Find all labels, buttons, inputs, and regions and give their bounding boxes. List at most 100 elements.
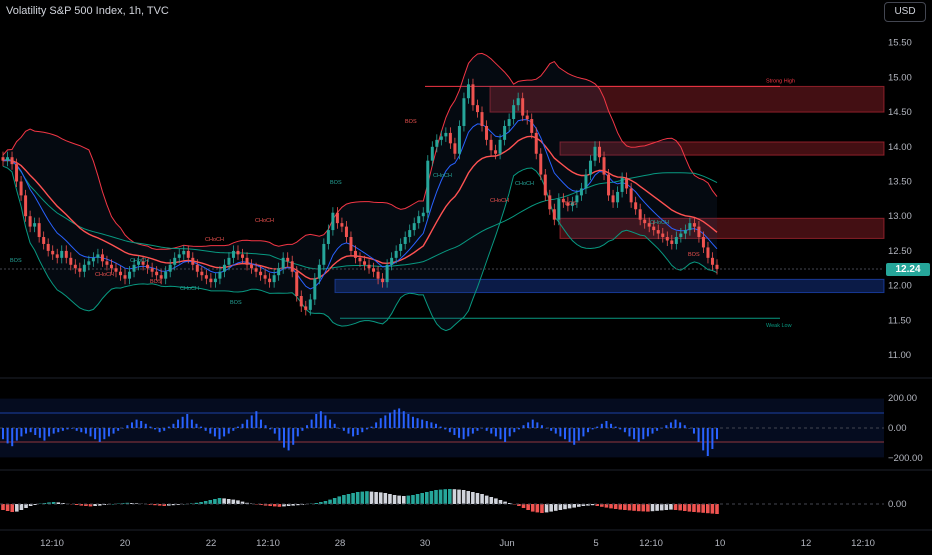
osc-bar (154, 428, 156, 429)
x-tick-label: Jun (499, 538, 514, 549)
candle-body (200, 272, 203, 275)
candle-body (494, 150, 497, 153)
osc2-bar (75, 504, 79, 505)
x-tick-label: 12:10 (851, 538, 875, 549)
osc-bar (191, 420, 193, 428)
candle-body (259, 272, 262, 275)
structure-label: BOS (565, 201, 577, 207)
candle-body (15, 164, 18, 181)
structure-label: CHoCH (650, 220, 669, 226)
osc-bar (523, 425, 525, 428)
candle-body (553, 209, 556, 219)
candle-body (291, 261, 294, 271)
candle-body (557, 199, 560, 220)
osc-bar (7, 428, 9, 443)
x-tick-label: 12 (801, 538, 812, 549)
candle-body (47, 244, 50, 251)
candle-body (625, 178, 628, 188)
osc-bar (242, 424, 244, 428)
osc2-bar (711, 504, 715, 514)
candle-body (340, 223, 343, 226)
candle-body (155, 272, 158, 275)
osc2-bar (384, 493, 388, 504)
x-tick-label: 12:10 (40, 538, 64, 549)
osc2-bar (618, 504, 622, 510)
osc-bar (435, 424, 437, 428)
osc2-bar (697, 504, 701, 512)
osc2-bar (632, 504, 636, 511)
osc-bar (688, 428, 690, 429)
candle-body (83, 265, 86, 272)
osc2-bar (425, 492, 429, 504)
candle-body (422, 213, 425, 216)
candle-body (702, 237, 705, 247)
currency-button[interactable]: USD (884, 2, 926, 22)
osc2-bar (15, 504, 19, 512)
osc-bar (605, 421, 607, 428)
candle-body (60, 251, 63, 258)
osc-bar (288, 428, 290, 450)
candle-body (273, 275, 276, 282)
osc2-bar (540, 504, 544, 513)
osc-bar (476, 428, 478, 431)
candle-body (688, 223, 691, 230)
osc2-bar (236, 500, 240, 504)
candle-body (92, 258, 95, 261)
osc2-bar (457, 490, 461, 504)
osc2-bar (688, 504, 692, 512)
candle-body (349, 237, 352, 251)
osc-bar (48, 428, 50, 436)
osc-bar (638, 428, 640, 442)
osc-bar (283, 428, 285, 448)
osc2-bar (545, 504, 549, 512)
candle-body (87, 261, 90, 264)
candle-body (322, 244, 325, 265)
candle-body (318, 265, 321, 279)
osc-bar (619, 428, 621, 429)
candle-body (467, 84, 470, 98)
osc2-bar (443, 489, 447, 504)
osc-bar (398, 408, 400, 428)
candle-body (78, 268, 81, 271)
osc-bar (578, 428, 580, 441)
candle-body (490, 140, 493, 150)
candle-body (607, 175, 610, 196)
osc-bar (140, 421, 142, 428)
osc-bar (347, 428, 349, 434)
osc-bar (265, 425, 267, 428)
osc-bar (214, 428, 216, 436)
osc2-bar (669, 504, 673, 510)
structure-label: CHoCH (433, 173, 452, 179)
osc-bar (647, 428, 649, 436)
candle-body (521, 98, 524, 115)
candle-body (706, 247, 709, 257)
osc2-bar (6, 504, 10, 511)
candle-body (250, 265, 253, 268)
osc-bar (306, 425, 308, 428)
osc2-bar (24, 504, 28, 508)
osc-bar (624, 428, 626, 432)
osc-bar (587, 428, 589, 432)
candle-body (634, 202, 637, 209)
candle-body (169, 265, 172, 272)
osc2-bar (365, 491, 369, 504)
x-tick-label: 28 (335, 538, 346, 549)
candle-body (526, 116, 529, 119)
candle-body (670, 240, 673, 243)
osc-bar (633, 428, 635, 439)
candle-body (218, 272, 221, 279)
candle-body (345, 227, 348, 237)
candle-body (621, 178, 624, 192)
osc-bar (209, 428, 211, 434)
osc2-bar (568, 504, 572, 508)
osc-bar (85, 428, 87, 434)
osc-bar (177, 420, 179, 428)
structure-label: CHoCH (205, 237, 224, 243)
osc2-bar (453, 489, 457, 504)
osc2-bar (701, 504, 705, 513)
candle-body (643, 220, 646, 223)
candle-body (191, 258, 194, 265)
last-price-tag: 12.24 (886, 263, 930, 276)
